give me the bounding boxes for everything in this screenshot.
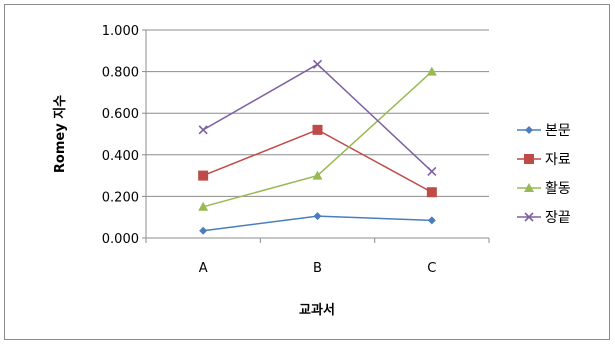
data-point-1-1 (199, 226, 208, 235)
data-point-3-2 (312, 170, 323, 180)
data-point-4-2 (312, 59, 323, 69)
legend-marker (524, 212, 534, 222)
x-axis-ticks: A B C (145, 238, 490, 276)
legend-marker (524, 183, 534, 192)
chart-frame (4, 4, 610, 340)
data-point-3-1 (198, 201, 209, 211)
series-lines (202, 63, 433, 232)
y-tick-label: 0.800 (102, 66, 139, 81)
legend-marker (525, 126, 533, 134)
legend-label: 본문 (545, 123, 571, 139)
y-tick-label: 1.000 (102, 24, 139, 39)
data-point-4-1 (198, 125, 208, 135)
data-point-1-3 (427, 216, 436, 225)
legend-item-3: 활동 (517, 181, 571, 197)
legend-item-2: 자료 (517, 152, 571, 168)
y-tick-label: 0.200 (102, 190, 139, 205)
legend-label: 장끝 (545, 210, 571, 226)
legend-item-1: 본문 (517, 123, 571, 139)
legend-label: 활동 (545, 181, 571, 197)
x-tick-label: A (199, 261, 208, 276)
data-point-3-3 (426, 66, 437, 76)
data-point-4-3 (427, 166, 437, 177)
series-markers (198, 59, 437, 235)
y-tick-label: 0.000 (102, 232, 139, 247)
y-tick-label: 0.600 (102, 107, 139, 122)
data-point-1-2 (313, 212, 322, 221)
legend-label: 자료 (545, 152, 571, 168)
y-axis-ticks: 0.000 0.200 0.400 0.600 0.800 1.000 (102, 24, 139, 247)
legend-marker (524, 154, 534, 164)
x-tick-label: B (313, 261, 322, 276)
y-axis-title: Romey 지수 (53, 95, 68, 173)
data-point-2-3 (426, 187, 437, 198)
x-tick-label: C (427, 261, 436, 276)
series-line-4 (202, 63, 433, 172)
legend-item-4: 장끝 (517, 210, 571, 226)
data-point-2-2 (312, 124, 323, 135)
y-tick-label: 0.400 (102, 149, 139, 164)
data-point-2-1 (198, 170, 209, 181)
x-axis-title: 교과서 (299, 303, 335, 318)
